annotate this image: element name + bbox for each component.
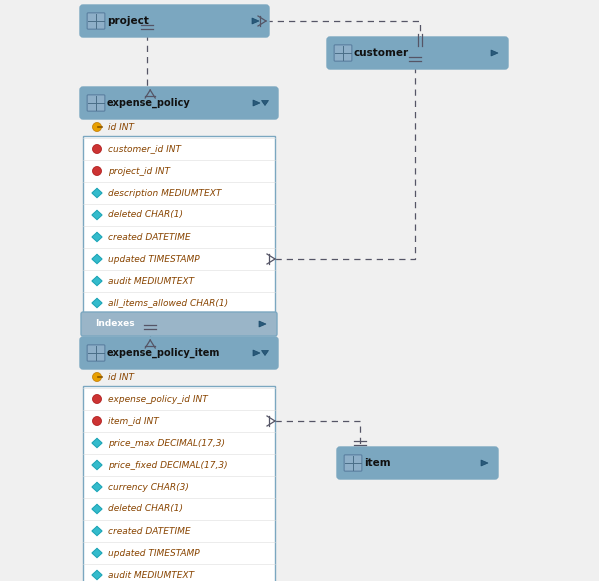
Polygon shape: [92, 482, 102, 492]
Bar: [83, 386, 275, 581]
Circle shape: [92, 417, 101, 425]
FancyBboxPatch shape: [337, 447, 498, 479]
Polygon shape: [92, 188, 102, 198]
FancyBboxPatch shape: [80, 87, 278, 119]
FancyBboxPatch shape: [327, 37, 508, 69]
Text: updated TIMESTAMP: updated TIMESTAMP: [108, 254, 199, 264]
Circle shape: [92, 394, 101, 403]
Text: project_id INT: project_id INT: [108, 167, 170, 175]
Polygon shape: [92, 526, 102, 536]
Polygon shape: [92, 299, 102, 307]
FancyBboxPatch shape: [87, 345, 105, 361]
Text: deleted CHAR(1): deleted CHAR(1): [108, 210, 183, 220]
Text: price_max DECIMAL(17,3): price_max DECIMAL(17,3): [108, 439, 225, 447]
Text: created DATETIME: created DATETIME: [108, 526, 190, 536]
Text: item: item: [364, 458, 391, 468]
Bar: [83, 136, 275, 334]
FancyBboxPatch shape: [80, 5, 269, 37]
Polygon shape: [92, 277, 102, 285]
Text: price_fixed DECIMAL(17,3): price_fixed DECIMAL(17,3): [108, 461, 228, 469]
Polygon shape: [92, 504, 102, 514]
Polygon shape: [262, 101, 268, 106]
Text: description MEDIUMTEXT: description MEDIUMTEXT: [108, 188, 222, 198]
FancyBboxPatch shape: [334, 45, 352, 61]
Polygon shape: [481, 460, 488, 466]
Polygon shape: [252, 18, 259, 24]
FancyBboxPatch shape: [81, 312, 277, 336]
Text: id INT: id INT: [108, 123, 134, 131]
Polygon shape: [262, 350, 268, 356]
Text: item_id INT: item_id INT: [108, 417, 159, 425]
Polygon shape: [491, 50, 498, 56]
Polygon shape: [92, 571, 102, 579]
Polygon shape: [92, 439, 102, 447]
Text: currency CHAR(3): currency CHAR(3): [108, 482, 189, 492]
Text: project: project: [107, 16, 149, 26]
FancyBboxPatch shape: [344, 455, 362, 471]
Polygon shape: [92, 254, 102, 264]
FancyBboxPatch shape: [87, 95, 105, 111]
Text: audit MEDIUMTEXT: audit MEDIUMTEXT: [108, 277, 194, 285]
Polygon shape: [92, 461, 102, 469]
Polygon shape: [92, 210, 102, 220]
Polygon shape: [92, 548, 102, 558]
Text: expense_policy: expense_policy: [107, 98, 190, 108]
Text: customer_id INT: customer_id INT: [108, 145, 181, 153]
Circle shape: [92, 145, 101, 153]
Text: customer: customer: [354, 48, 409, 58]
Circle shape: [92, 123, 101, 131]
Text: id INT: id INT: [108, 372, 134, 382]
Polygon shape: [253, 350, 260, 356]
Text: expense_policy_item: expense_policy_item: [107, 348, 220, 358]
Text: expense_policy_id INT: expense_policy_id INT: [108, 394, 208, 403]
Text: deleted CHAR(1): deleted CHAR(1): [108, 504, 183, 514]
Text: all_items_allowed CHAR(1): all_items_allowed CHAR(1): [108, 299, 228, 307]
Text: updated TIMESTAMP: updated TIMESTAMP: [108, 548, 199, 558]
Text: created DATETIME: created DATETIME: [108, 232, 190, 242]
FancyBboxPatch shape: [87, 13, 105, 29]
Circle shape: [92, 167, 101, 175]
FancyBboxPatch shape: [80, 337, 278, 369]
Polygon shape: [259, 321, 266, 327]
Polygon shape: [92, 232, 102, 242]
Text: Indexes: Indexes: [95, 320, 135, 328]
Text: audit MEDIUMTEXT: audit MEDIUMTEXT: [108, 571, 194, 579]
Circle shape: [92, 372, 101, 382]
Polygon shape: [253, 100, 260, 106]
